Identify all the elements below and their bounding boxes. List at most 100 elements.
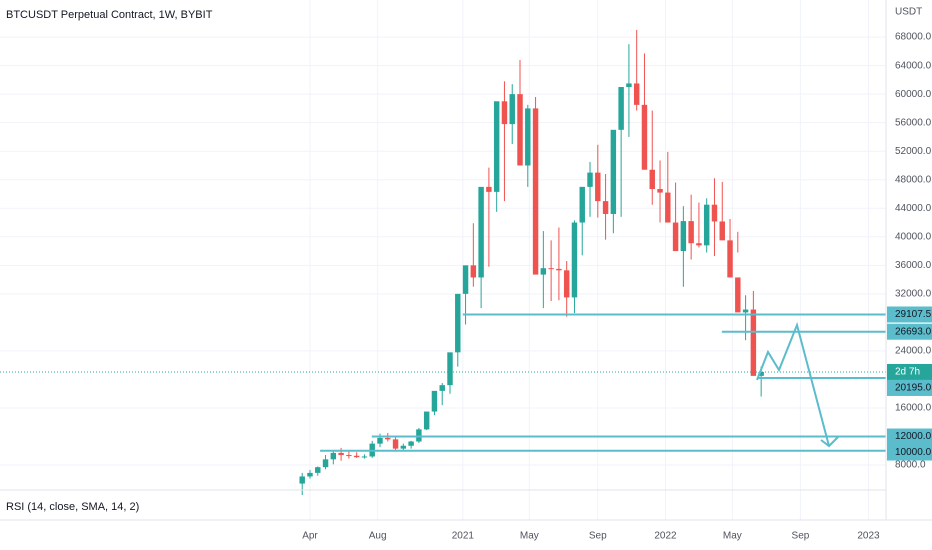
y-tick-label: 24000.0 <box>895 346 932 357</box>
x-tick-label: 2021 <box>452 531 475 542</box>
candle-body <box>462 265 469 294</box>
y-tick-label: 56000.0 <box>895 117 932 128</box>
countdown-label: 2d 7h <box>895 367 920 378</box>
candle-body <box>307 472 313 477</box>
x-tick-label: Aug <box>369 531 387 542</box>
candle-body <box>672 222 679 252</box>
candle-body <box>525 108 531 166</box>
candle-body <box>478 186 484 278</box>
level-price-box <box>887 379 932 396</box>
y-tick-label: 44000.0 <box>895 203 932 214</box>
candle-body <box>299 476 305 484</box>
axis-labels: 8000.0 16000.0 24000.0 32000.0 36000.0 40000.… <box>302 32 932 542</box>
level-price-box <box>887 306 932 323</box>
candle-body <box>633 83 640 105</box>
level-price-box <box>887 444 932 461</box>
countdown-box <box>887 363 932 380</box>
y-tick-label: 60000.0 <box>895 89 932 100</box>
candle-body <box>385 437 391 440</box>
level-price-label: 20195.0 <box>895 383 932 394</box>
x-tick-label: 2022 <box>654 531 677 542</box>
candle-body <box>610 129 617 214</box>
projection-arrowhead <box>820 436 839 448</box>
candle-body <box>587 172 593 187</box>
candle-body <box>315 467 321 473</box>
candle-body <box>338 452 344 456</box>
level-price-box <box>887 323 932 340</box>
projection-path <box>756 321 830 447</box>
candle-body <box>361 456 368 458</box>
candle-body <box>322 459 329 468</box>
candle-body <box>346 455 352 457</box>
x-tick-label: Sep <box>589 531 607 542</box>
candle-body <box>618 87 624 130</box>
candle-body <box>641 104 648 170</box>
candle-body <box>711 204 718 222</box>
x-tick-label: May <box>723 531 742 542</box>
y-tick-label: 52000.0 <box>895 146 932 157</box>
y-tick-label: 64000.0 <box>895 60 932 71</box>
candle-body <box>455 293 461 353</box>
y-unit: USDT <box>895 7 922 18</box>
candle-body <box>688 221 694 244</box>
candle-body <box>563 270 570 298</box>
candle-body <box>408 441 414 446</box>
candle-body <box>680 221 687 252</box>
candle-body <box>431 390 438 412</box>
candle-body <box>447 352 453 386</box>
chart-title: BTCUSDT Perpetual Contract, 1W, BYBIT <box>6 9 213 21</box>
y-tick-label: 8000.0 <box>895 460 926 471</box>
x-tick-label: May <box>520 531 539 542</box>
candle-body <box>517 94 523 166</box>
candle-body <box>758 371 764 376</box>
candle-body <box>649 169 655 190</box>
candle-body <box>486 186 492 192</box>
candle-body <box>579 186 585 223</box>
candle-body <box>330 452 337 460</box>
level-price-label: 29107.5 <box>895 309 932 320</box>
candle-body <box>470 265 477 278</box>
candle-body <box>595 172 601 202</box>
candle-body <box>556 268 562 271</box>
candle-body <box>416 429 422 442</box>
candle-body <box>703 204 710 246</box>
candle-body <box>532 108 539 275</box>
x-tick-label: 2023 <box>857 531 880 542</box>
candle-body <box>571 222 578 298</box>
plot <box>0 29 886 495</box>
candle-body <box>540 268 547 275</box>
level-price-label: 12000.0 <box>895 431 932 442</box>
candle-body <box>353 455 360 458</box>
candle-body <box>501 101 508 125</box>
candle-body <box>602 201 609 214</box>
y-tick-label: 32000.0 <box>895 288 932 299</box>
candle-body <box>509 94 515 125</box>
indicator-label: RSI (14, close, SMA, 14, 2) <box>6 501 139 513</box>
candle-body <box>742 309 749 313</box>
x-tick-label: Apr <box>302 531 318 542</box>
candle-body <box>493 101 500 192</box>
candle-body <box>439 385 445 391</box>
x-tick-label: Sep <box>792 531 810 542</box>
candle-body <box>392 439 399 449</box>
candle-body <box>423 411 430 430</box>
candle-body <box>727 240 733 278</box>
level-price-label: 10000.0 <box>895 447 932 458</box>
level-price-label: 26693.0 <box>895 326 932 337</box>
candle-body <box>548 268 554 270</box>
y-tick-label: 40000.0 <box>895 231 932 242</box>
y-tick-label: 68000.0 <box>895 32 932 43</box>
y-tick-label: 36000.0 <box>895 260 932 271</box>
y-tick-label: 16000.0 <box>895 403 932 414</box>
candle-body <box>696 243 702 246</box>
grid <box>0 0 886 520</box>
candle-body <box>719 221 725 241</box>
candle-body <box>400 445 407 449</box>
level-price-box <box>887 428 932 445</box>
candle-body <box>750 309 757 376</box>
candle-body <box>657 189 663 193</box>
candle-body <box>626 83 632 88</box>
candle-body <box>735 277 741 313</box>
y-tick-label: 48000.0 <box>895 174 932 185</box>
